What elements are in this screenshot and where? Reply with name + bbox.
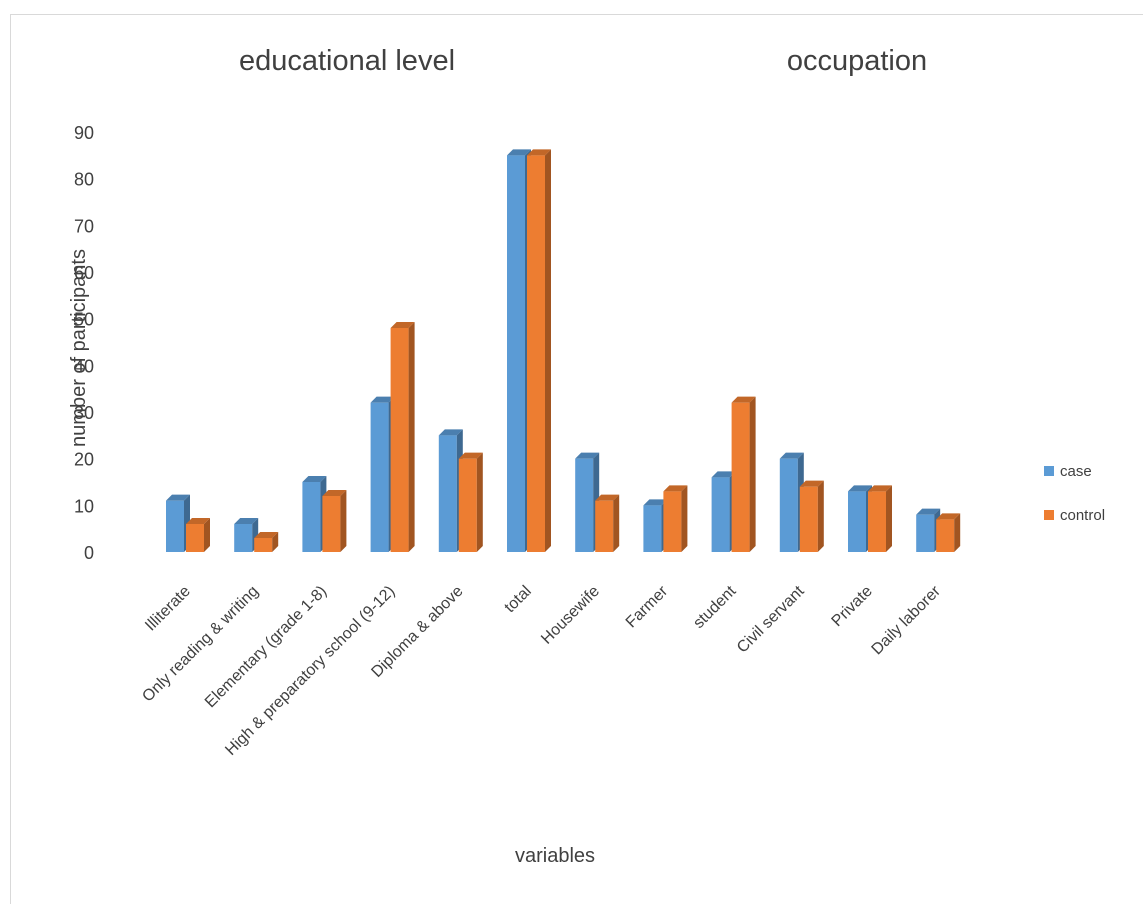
bar-control <box>799 480 824 552</box>
y-tick-label: 80 <box>74 170 94 190</box>
x-axis-label: variables <box>515 845 595 867</box>
x-tick-label: Farmer <box>623 582 672 631</box>
legend: case control <box>1044 463 1105 524</box>
bar-control <box>663 485 688 552</box>
y-axis-ticks: 0 10 20 30 40 50 60 70 80 90 <box>74 123 94 563</box>
x-tick-label: total <box>501 583 534 616</box>
bar-control <box>595 494 620 552</box>
y-tick-label: 70 <box>74 216 94 236</box>
bar-control <box>322 490 347 552</box>
x-tick-label: student <box>690 582 740 632</box>
bar-control <box>390 322 415 552</box>
bars <box>166 149 961 553</box>
bar-control <box>527 149 551 553</box>
bar-control <box>868 485 892 552</box>
legend-label-control: control <box>1060 507 1105 524</box>
bar-control <box>254 532 279 552</box>
bar-control <box>458 452 483 552</box>
bar-case <box>234 518 259 552</box>
x-tick-label: Daily laborer <box>869 582 945 658</box>
chart-frame <box>10 14 1143 904</box>
y-tick-label: 90 <box>74 123 94 143</box>
y-tick-label: 50 <box>74 310 94 330</box>
legend-label-case: case <box>1060 463 1092 480</box>
y-tick-label: 10 <box>74 496 94 516</box>
x-tick-label: Elementary (grade 1-8) <box>202 583 330 711</box>
x-tick-label: Private <box>829 583 876 630</box>
bar-control <box>731 396 756 552</box>
legend-swatch-case <box>1044 466 1054 476</box>
y-tick-label: 20 <box>74 450 94 470</box>
x-tick-label: Civil servant <box>734 582 808 656</box>
bar-control <box>186 518 210 552</box>
bar-control <box>936 513 961 552</box>
y-tick-label: 60 <box>74 263 94 283</box>
y-tick-label: 30 <box>74 403 94 423</box>
y-axis-label: number of participants <box>68 249 90 447</box>
x-tick-label: Housewife <box>538 583 603 648</box>
y-tick-label: 40 <box>74 356 94 376</box>
group-title-occupation: occupation <box>787 45 927 77</box>
y-tick-label: 0 <box>84 543 94 563</box>
x-tick-label: Illiterate <box>142 583 194 635</box>
group-title-educational-level: educational level <box>239 45 455 77</box>
x-tick-label: Only reading & writing <box>139 583 262 706</box>
legend-swatch-control <box>1044 510 1054 520</box>
